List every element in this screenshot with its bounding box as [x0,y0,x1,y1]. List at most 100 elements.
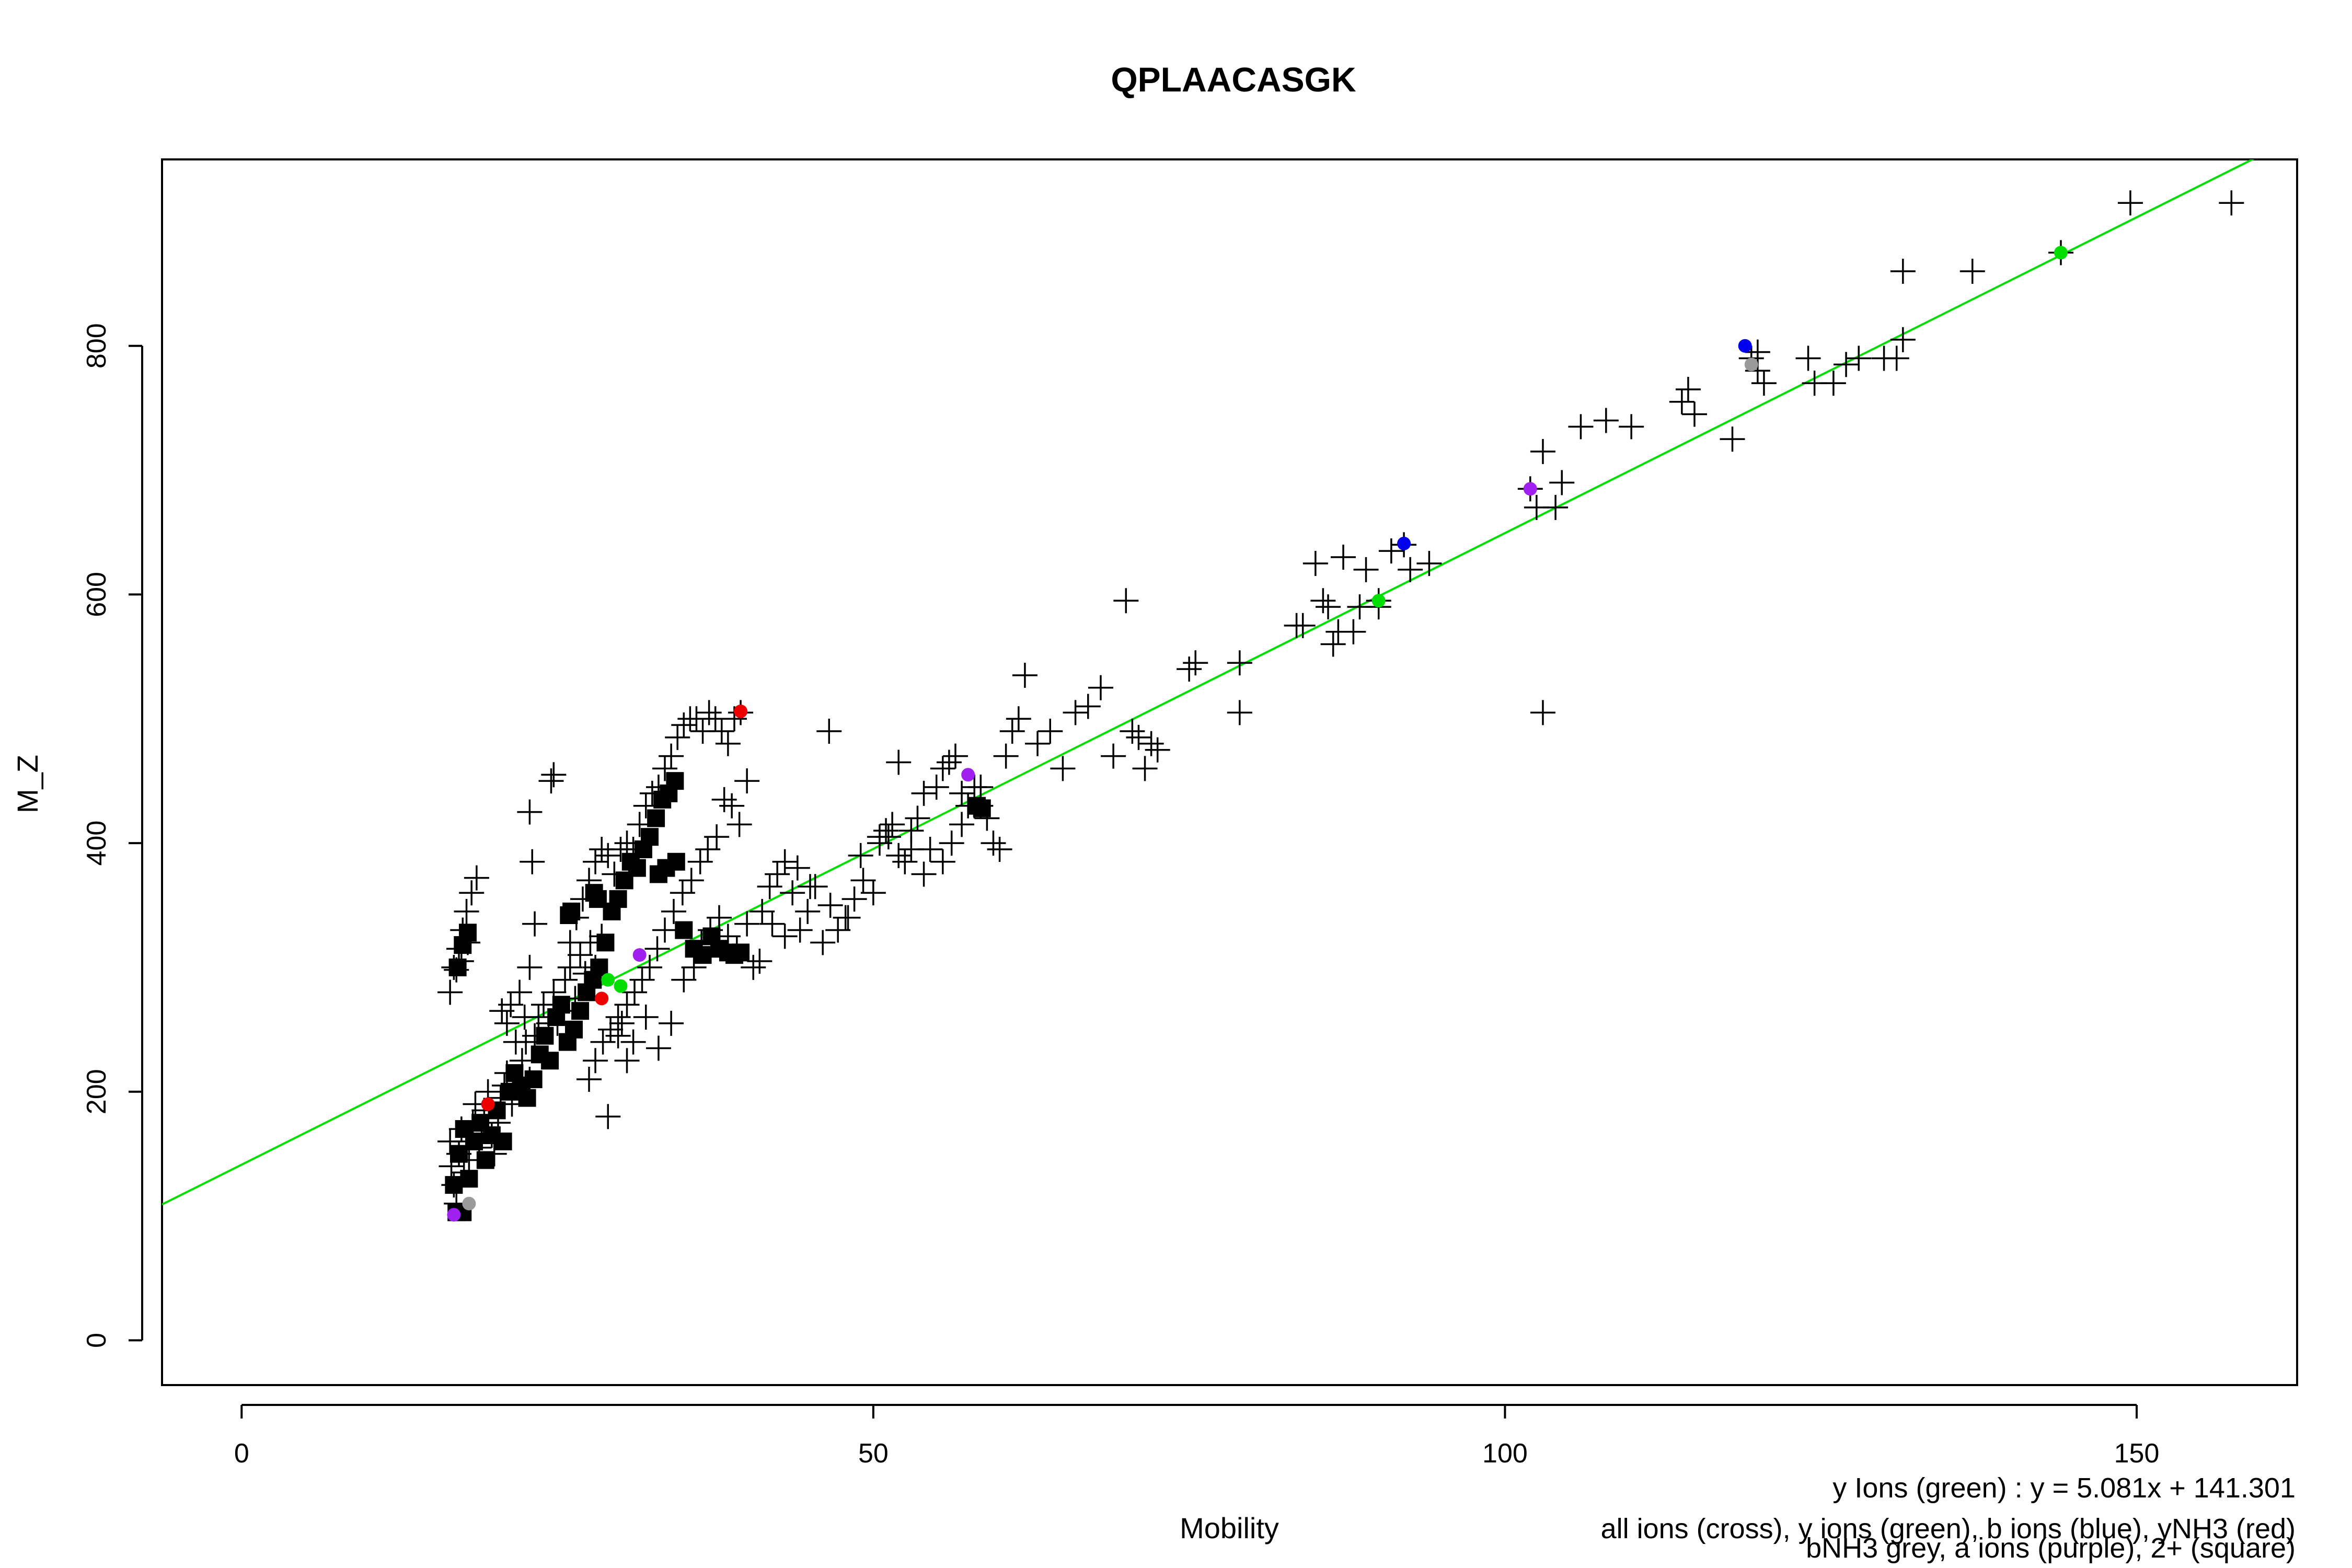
data-point-cross [541,762,567,788]
data-point-cross [531,992,556,1018]
data-point-cross [1316,594,1341,620]
data-point-square [628,859,646,877]
series-2-square [445,772,991,1221]
data-point-cross [787,917,813,943]
data-point-cross [734,768,760,794]
data-point-square [552,996,570,1014]
data-point-cross [538,768,564,794]
data-point-cross [765,861,790,887]
data-point-square [445,1176,463,1194]
data-point-cross [1834,352,1859,377]
data-point-cross [1675,376,1701,402]
data-point-cross [1310,588,1336,614]
data-point-square [460,1170,478,1188]
data-point-cross [557,930,583,955]
fit-equation-note: y Ions (green) : y = 5.081x + 141.301 [1832,1472,2296,1504]
x-tick-label: 100 [1482,1438,1528,1469]
data-point-cross [873,818,899,844]
data-point-cross [841,886,867,912]
data-point-cross [981,831,1006,856]
data-point-cross [522,911,548,937]
data-point-dot [1371,594,1386,608]
series-ynh3-red [481,704,748,1111]
data-point-cross [798,874,823,900]
data-point-square [536,1027,554,1045]
data-point-cross [1290,613,1316,638]
data-point-cross [614,1048,640,1074]
data-point-cross [987,836,1012,862]
data-point-cross [1890,259,1916,284]
data-point-cross [1682,401,1708,427]
data-point-cross [924,775,949,800]
data-point-cross [936,750,962,775]
data-point-cross [1593,408,1619,433]
data-point-cross [1341,619,1366,644]
data-point-cross [620,1029,646,1055]
data-point-square [609,890,627,908]
data-point-cross [633,1005,659,1030]
data-point-square [666,772,684,790]
data-point-cross [1398,557,1423,582]
data-point-cross [507,979,533,1005]
x-tick-label: 150 [2114,1438,2160,1469]
data-point-cross [520,849,545,874]
points-layer [437,190,2244,1222]
data-point-dot [481,1097,495,1111]
data-point-cross [848,843,873,868]
data-point-square [596,933,615,952]
data-point-square [647,809,665,827]
y-tick-label: 400 [82,821,112,866]
data-point-cross [1183,650,1208,676]
data-point-cross [1820,371,1846,396]
data-point-dot [595,991,609,1006]
data-point-cross [1145,737,1170,763]
data-point-cross [817,892,843,918]
data-point-cross [517,954,543,980]
data-point-cross [835,905,861,930]
data-point-cross [661,898,686,924]
data-point-cross [1025,731,1051,756]
data-point-cross [583,849,608,874]
data-point-cross [734,911,760,937]
data-point-cross [665,724,690,750]
data-point-cross [875,824,901,850]
data-point-dot [1738,339,1752,353]
y-tick-label: 0 [82,1333,112,1348]
data-point-cross [727,812,752,837]
data-point-cross [1320,631,1346,657]
data-point-cross [942,743,968,769]
data-point-cross [993,743,1019,769]
data-point-cross [1063,700,1088,725]
data-point-cross [590,1029,616,1055]
data-point-cross [1132,756,1158,781]
data-point-cross [711,787,737,812]
data-point-cross [605,1023,631,1048]
data-point-cross [552,967,578,993]
x-tick-label: 50 [858,1438,889,1469]
data-point-cross [949,812,975,837]
data-point-square [589,890,607,908]
series-bnh3-grey [462,358,1758,1210]
data-point-cross [1890,327,1916,352]
data-point-cross [645,1035,671,1061]
data-point-square [458,924,477,942]
data-point-cross [886,843,912,868]
data-point-square [694,946,712,964]
data-point-cross [1669,389,1694,414]
data-point-cross [785,855,810,881]
data-point-cross [577,1066,602,1092]
data-point-cross [437,979,463,1005]
data-point-cross [671,967,697,993]
data-point-square [732,943,750,962]
data-point-cross [1331,545,1356,570]
data-point-cross [568,942,593,968]
data-point-cross [1549,470,1575,495]
data-point-cross [659,743,684,769]
data-point-cross [759,911,785,937]
data-point-cross [517,799,543,825]
data-point-cross [1012,662,1037,688]
data-point-cross [750,898,775,924]
data-point-cross [671,712,697,738]
data-point-square [541,1052,559,1070]
